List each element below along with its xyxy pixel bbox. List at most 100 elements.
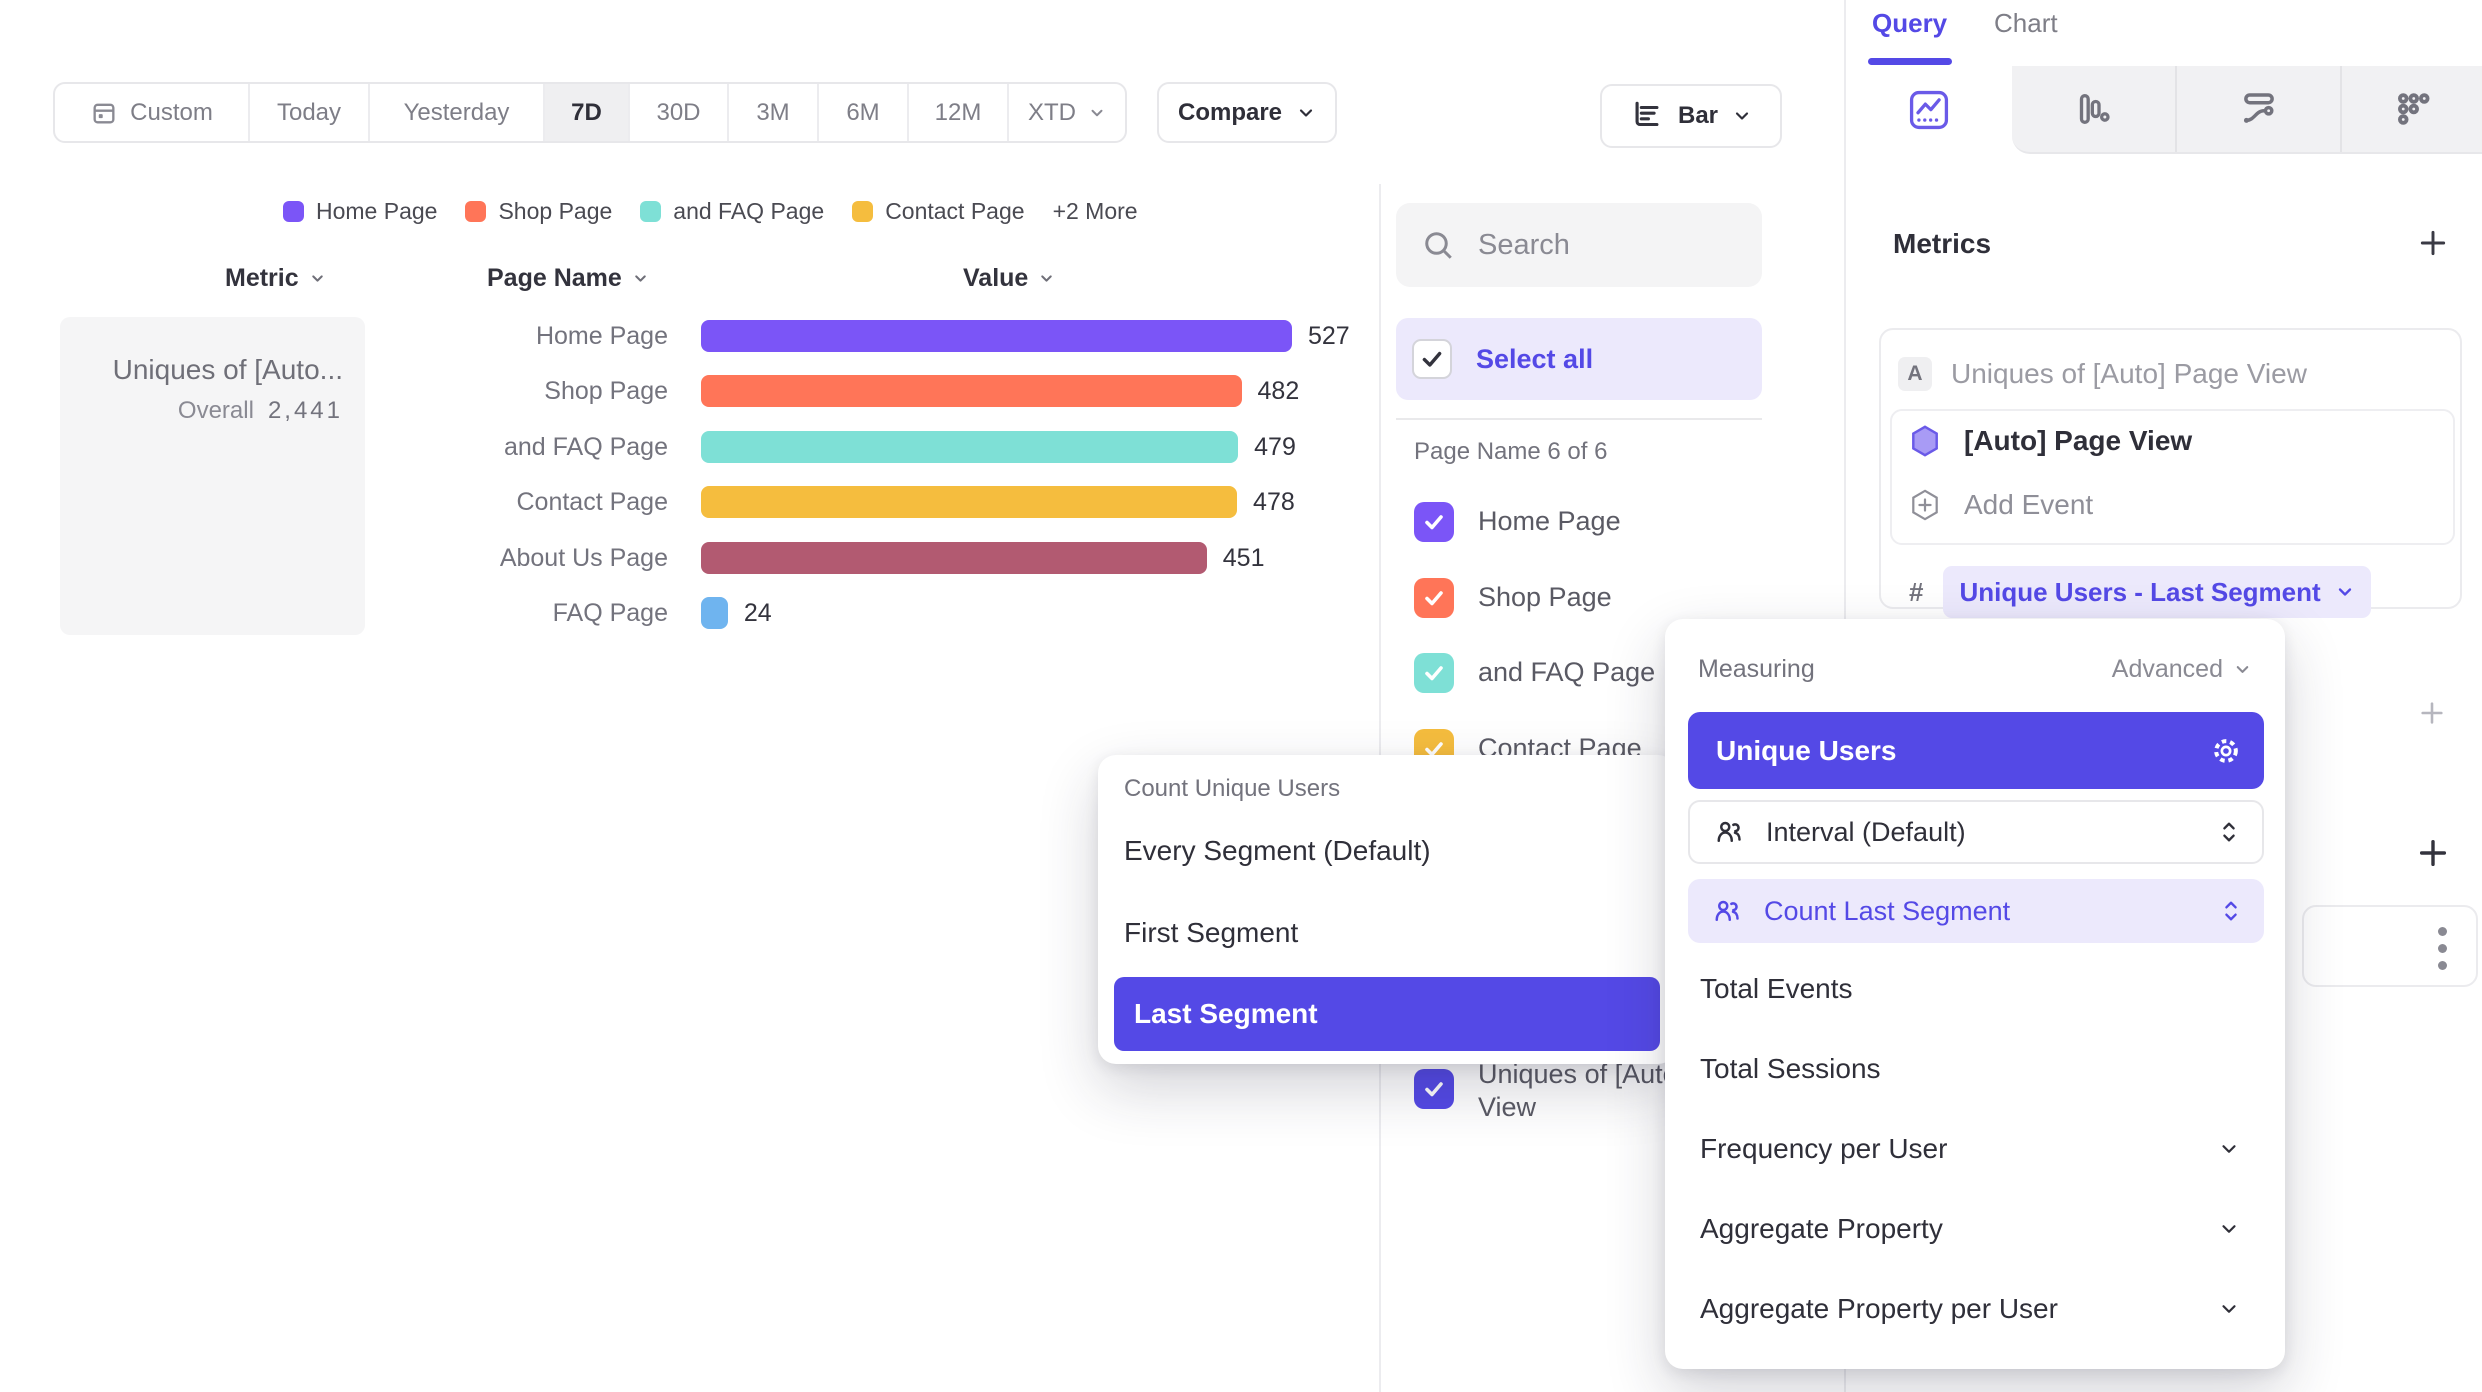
date-range-label: Today — [276, 98, 342, 126]
bar-value: 478 — [1253, 487, 1295, 516]
bar-label: Contact Page — [516, 487, 669, 516]
legend-swatch — [852, 200, 874, 222]
retention-dots-icon — [2391, 88, 2433, 130]
calendar-icon — [90, 99, 118, 127]
chart-type-label: Bar — [1677, 102, 1719, 129]
bar[interactable] — [701, 375, 1242, 407]
filter-item-label: Shop Page — [1478, 582, 1612, 612]
option-aggregate-property[interactable]: Aggregate Property — [1700, 1213, 2240, 1245]
date-range-label: 7D — [571, 98, 602, 126]
measure-pill[interactable]: Unique Users - Last Segment — [1943, 566, 2371, 618]
select-all-label: Select all — [1476, 343, 1594, 374]
column-header-metric[interactable]: Metric — [225, 264, 326, 293]
date-range-xtd[interactable]: XTD — [1009, 84, 1125, 141]
option-last-segment-selected[interactable]: Last Segment — [1114, 977, 1660, 1051]
checkbox-checked[interactable] — [1414, 653, 1454, 693]
checkbox-checked[interactable] — [1414, 502, 1454, 542]
filter-item-and-faq-page[interactable]: and FAQ Page — [1414, 653, 1655, 693]
bar-label: Shop Page — [544, 376, 668, 405]
filter-item-home-page[interactable]: Home Page — [1414, 502, 1621, 542]
legend-item[interactable]: Home Page — [283, 198, 437, 225]
measuring-header: Measuring Advanced — [1698, 655, 2252, 684]
bar[interactable] — [701, 320, 1292, 352]
chart-type-button[interactable]: Bar — [1600, 84, 1782, 148]
date-range-yesterday[interactable]: Yesterday — [370, 84, 545, 141]
search-input[interactable] — [1476, 227, 1740, 263]
option-total-events[interactable]: Total Events — [1700, 973, 1853, 1004]
chevron-down-icon — [2218, 1138, 2240, 1160]
date-range-7d[interactable]: 7D — [545, 84, 630, 141]
legend-label: Home Page — [316, 197, 438, 224]
add-filter-button[interactable] — [2418, 699, 2446, 732]
filter-item-uniques[interactable]: Uniques of [Auto] View — [1414, 1055, 1728, 1124]
option-unique-users-selected[interactable]: Unique Users — [1688, 712, 2264, 789]
option-aggregate-property-per-user[interactable]: Aggregate Property per User — [1700, 1293, 2240, 1325]
legend-item[interactable]: Shop Page — [465, 198, 612, 225]
legend-item[interactable]: Contact Page — [852, 198, 1025, 225]
measure-row: # Unique Users - Last Segment — [1909, 566, 2371, 618]
date-range-30d[interactable]: 30D — [630, 84, 729, 141]
bar-value: 527 — [1308, 321, 1350, 350]
chevron-down-icon — [2335, 582, 2355, 602]
option-first-segment[interactable]: First Segment — [1124, 917, 1299, 948]
date-range-3m[interactable]: 3M — [729, 84, 819, 141]
add-event-row[interactable]: Add Event — [1910, 489, 2093, 521]
legend-swatch — [283, 200, 304, 222]
option-total-sessions[interactable]: Total Sessions — [1700, 1053, 1881, 1084]
event-row[interactable]: [Auto] Page View — [1910, 425, 2192, 457]
measuring-popup: Measuring Advanced Unique Users Interval… — [1665, 619, 2285, 1369]
gear-icon[interactable] — [2210, 735, 2242, 767]
select-all-checkbox[interactable] — [1412, 339, 1452, 379]
chevron-down-icon — [309, 270, 326, 287]
option-count-last-segment[interactable]: Count Last Segment — [1688, 879, 2264, 943]
date-range-label: Custom — [130, 98, 213, 126]
option-every-segment[interactable]: Every Segment (Default) — [1124, 835, 1431, 866]
bar[interactable] — [701, 542, 1207, 574]
metric-title-row[interactable]: A Uniques of [Auto] Page View — [1898, 357, 2307, 391]
hash-icon: # — [1909, 576, 1924, 607]
add-metric-button[interactable] — [2417, 227, 2449, 264]
metric-summary-card[interactable]: Uniques of [Auto... Overall 2,441 — [60, 317, 365, 635]
date-range-6m[interactable]: 6M — [819, 84, 909, 141]
segment-popup: Count Unique Users Every Segment (Defaul… — [1098, 755, 1676, 1064]
bar-value: 482 — [1257, 376, 1300, 405]
advanced-toggle[interactable]: Advanced — [2112, 655, 2252, 684]
column-header-label: Value — [963, 264, 1029, 292]
select-all-row[interactable]: Select all — [1396, 318, 1762, 400]
unfold-icon — [2220, 898, 2242, 924]
metrics-header: Metrics — [1893, 228, 1992, 259]
date-range-12m[interactable]: 12M — [909, 84, 1009, 141]
bar[interactable] — [701, 431, 1239, 463]
kebab-menu-icon[interactable] — [2438, 927, 2447, 970]
date-range-custom[interactable]: Custom — [55, 84, 250, 141]
checkbox-checked[interactable] — [1414, 1069, 1454, 1109]
option-label: Interval (Default) — [1766, 816, 1966, 847]
add-breakdown-button[interactable] — [2416, 836, 2450, 875]
viztab-flows[interactable] — [2177, 66, 2340, 152]
filter-item-shop-page[interactable]: Shop Page — [1414, 578, 1612, 618]
legend-more[interactable]: +2 More — [1053, 198, 1138, 225]
option-frequency-per-user[interactable]: Frequency per User — [1700, 1133, 2240, 1165]
compare-button[interactable]: Compare — [1157, 82, 1337, 143]
chart-row: Contact Page 478 — [0, 486, 1295, 518]
segment-popup-title: Count Unique Users — [1124, 775, 1341, 802]
legend-item[interactable]: and FAQ Page — [640, 198, 824, 225]
checkbox-checked[interactable] — [1414, 578, 1454, 618]
viztab-separator — [2340, 66, 2342, 152]
bar[interactable] — [701, 486, 1238, 518]
column-header-breakdown[interactable]: Page Name — [487, 264, 649, 293]
filter-search[interactable] — [1396, 203, 1762, 287]
column-header-value[interactable]: Value — [963, 264, 1055, 293]
viztab-retention[interactable] — [2342, 66, 2482, 152]
date-range-today[interactable]: Today — [250, 84, 370, 141]
chevron-down-icon — [1296, 103, 1316, 123]
viztab-insights-active[interactable] — [1846, 66, 2012, 154]
viztab-funnels[interactable] — [2012, 66, 2175, 152]
tab-query[interactable]: Query — [1872, 8, 1947, 39]
bar[interactable] — [701, 597, 728, 629]
metric-title: Uniques of [Auto] Page View — [1951, 358, 2307, 389]
legend-swatch — [640, 200, 662, 222]
tab-chart[interactable]: Chart — [1994, 8, 2058, 39]
option-interval-default[interactable]: Interval (Default) — [1688, 800, 2264, 864]
